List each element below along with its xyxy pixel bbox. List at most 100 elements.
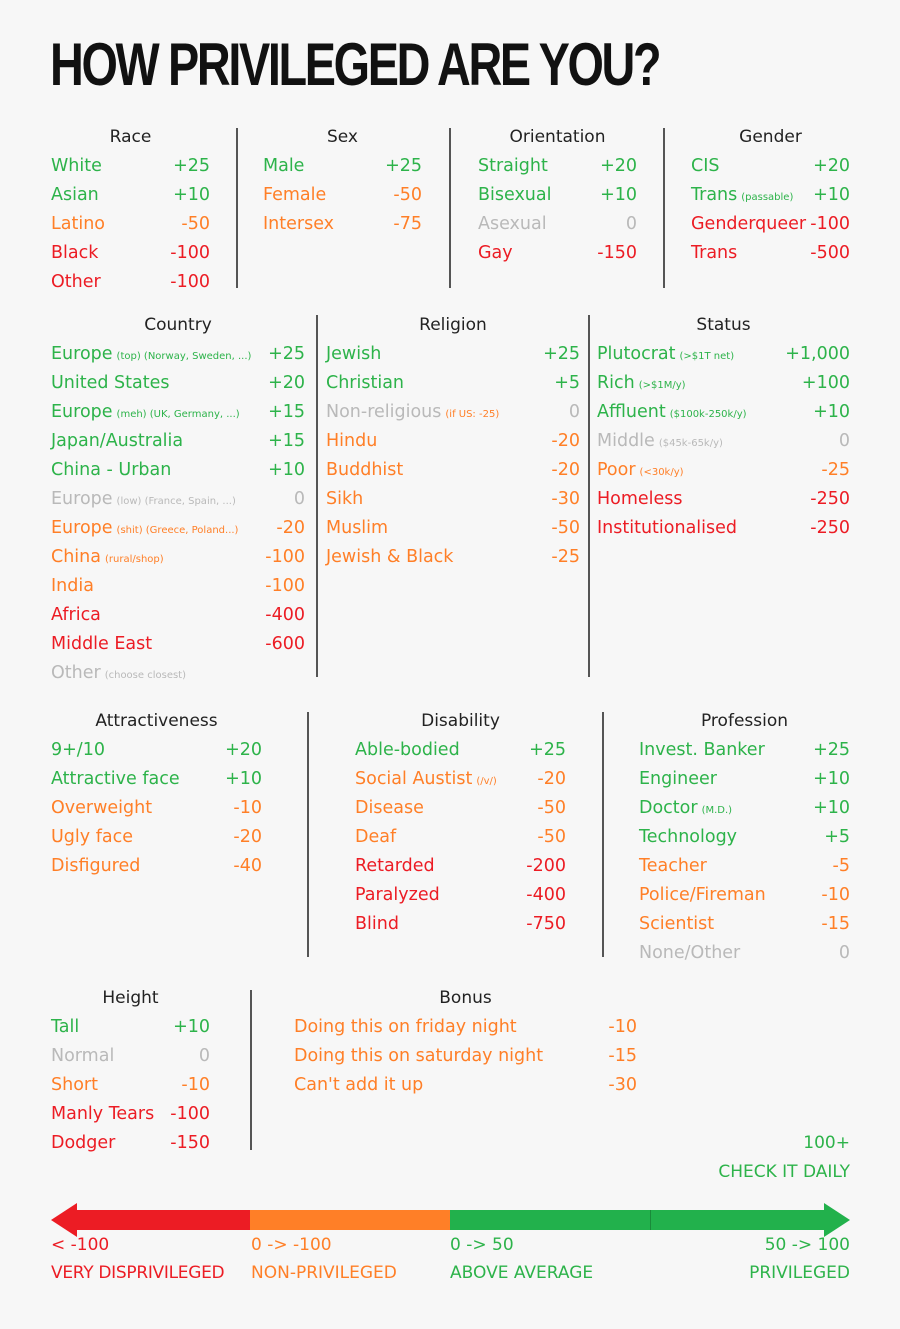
item-label: Hindu [326,427,377,456]
item-label: Muslim [326,514,388,543]
item-score: -100 [170,272,210,292]
divider [316,315,318,677]
item-score: +10 [173,1017,210,1037]
list-item: Trans (passable) +10 [691,181,850,210]
item-label: Scientist [639,910,714,939]
section-country: Country Europe (top) (Norway, Sweden, ...)… [51,311,305,688]
item-score: +20 [225,740,262,760]
item-score: -100 [170,1104,210,1124]
item-name: Teacher [639,856,707,876]
item-name: Europe [51,518,113,538]
list-item: Other -100 [51,268,210,297]
list-item: Straight +20 [478,152,637,181]
item-score: +100 [801,373,850,393]
list-item: Europe (shit) (Greece, Poland...) -20 [51,514,305,543]
item-name: Ugly face [51,827,133,847]
item-name: Africa [51,605,101,625]
item-name: Europe [51,344,113,364]
item-score: +10 [268,460,305,480]
list-item: India -100 [51,572,305,601]
list-item: Police/Fireman -10 [639,881,850,910]
list-item: Other (choose closest) [51,659,305,688]
item-name: Disfigured [51,856,141,876]
section-status: Status Plutocrat (>$1T net) +1,000 Rich (>$1M… [597,311,850,543]
list-item: Muslim -50 [326,514,580,543]
item-name: Overweight [51,798,153,818]
list-item: China - Urban +10 [51,456,305,485]
item-score: -10 [181,1075,210,1095]
item-name: Deaf [355,827,397,847]
list-item: Poor (<30k/y) -25 [597,456,850,485]
item-note: (if US: -25) [445,409,500,420]
list-item: Christian +5 [326,369,580,398]
item-name: Trans [691,243,738,263]
list-item: Hindu -20 [326,427,580,456]
item-score: +25 [385,156,422,176]
item-name: Police/Fireman [639,885,766,905]
item-label: Social Austist (/v/) [355,765,497,796]
list-item: Technology +5 [639,823,850,852]
item-label: Non-religious (if US: -25) [326,398,499,429]
item-score: -20 [551,431,580,451]
item-name: Buddhist [326,460,404,480]
item-label: Ugly face [51,823,133,852]
list-item: Gay -150 [478,239,637,268]
item-name: Can't add it up [294,1075,424,1095]
item-note: (>$1M/y) [638,380,686,391]
item-label: Europe (meh) (UK, Germany, ...) [51,398,240,429]
list-item: China (rural/shop) -100 [51,543,305,572]
list-item: Affluent ($100k-250k/y) +10 [597,398,850,427]
list-item: Short -10 [51,1071,210,1100]
list-item: United States +20 [51,369,305,398]
item-name: Able-bodied [355,740,460,760]
item-score: -50 [393,185,422,205]
item-score: +10 [813,402,850,422]
item-score: -150 [170,1133,210,1153]
list-item: Jewish +25 [326,340,580,369]
scale-label: ABOVE AVERAGE [450,1263,594,1283]
section-title: Orientation [509,127,606,147]
item-score: +10 [225,769,262,789]
list-item: Teacher -5 [639,852,850,881]
list-item: Retarded -200 [355,852,566,881]
list-item: Ugly face -20 [51,823,262,852]
section-title: Race [109,127,152,147]
list-item: Male +25 [263,152,422,181]
item-score: 0 [198,1046,210,1066]
list-item: Social Austist (/v/) -20 [355,765,566,794]
list-item: Disease -50 [355,794,566,823]
item-label: United States [51,369,170,398]
scale-segment-privileged [650,1210,826,1230]
list-item: Deaf -50 [355,823,566,852]
item-note: ($45k-65k/y) [658,438,723,449]
item-note: (choose closest) [104,670,187,681]
section-attractiveness: Attractiveness 9+/10 +20 Attractive face +10… [51,707,262,881]
list-item: Plutocrat (>$1T net) +1,000 [597,340,850,369]
divider [449,128,451,288]
list-item: Asian +10 [51,181,210,210]
item-label: Doctor (M.D.) [639,794,732,825]
item-note: (<30k/y) [639,467,684,478]
item-score: 0 [568,402,580,422]
item-score: +15 [268,431,305,451]
item-score: +10 [813,798,850,818]
item-score: +25 [268,344,305,364]
item-score: -40 [233,856,262,876]
item-score: -100 [265,576,305,596]
list-item: Tall +10 [51,1013,210,1042]
list-item: Latino -50 [51,210,210,239]
scale-label: NON-PRIVILEGED [251,1263,397,1283]
item-label: Homeless [597,485,683,514]
item-note: ($100k-250k/y) [669,409,747,420]
item-name: Gay [478,243,513,263]
list-item: Blind -750 [355,910,566,939]
item-name: Paralyzed [355,885,440,905]
item-name: Institutionalised [597,518,738,538]
item-score: +1,000 [785,344,850,364]
item-score: +5 [554,373,580,393]
item-name: Intersex [263,214,335,234]
list-item: Europe (low) (France, Spain, ...) 0 [51,485,305,514]
item-label: China (rural/shop) [51,543,164,574]
section-profession: Profession Invest. Banker +25 Engineer +10 Do… [639,707,850,968]
item-score: -20 [537,769,566,789]
